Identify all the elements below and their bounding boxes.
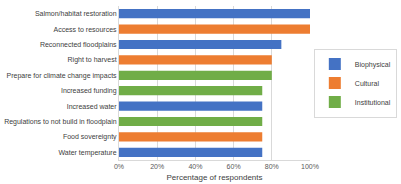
- svg-text:Increased water: Increased water: [67, 103, 117, 110]
- svg-text:100%: 100%: [301, 163, 319, 170]
- svg-text:80%: 80%: [265, 163, 279, 170]
- svg-text:Reconnected floodplains: Reconnected floodplains: [40, 41, 117, 49]
- svg-text:Regulations to not build in fl: Regulations to not build in floodplain: [4, 118, 117, 126]
- svg-text:Institutional: Institutional: [355, 99, 391, 106]
- svg-text:Percentage of respondents: Percentage of respondents: [166, 173, 262, 182]
- svg-text:Salmon/habitat restoration: Salmon/habitat restoration: [35, 10, 117, 17]
- svg-text:Cultural: Cultural: [355, 80, 380, 87]
- svg-text:60%: 60%: [227, 163, 241, 170]
- svg-text:Right to harvest: Right to harvest: [68, 56, 117, 64]
- svg-text:Biophysical: Biophysical: [355, 61, 391, 69]
- svg-text:20%: 20%: [150, 163, 164, 170]
- svg-text:Food sovereignty: Food sovereignty: [63, 133, 117, 141]
- svg-text:0%: 0%: [114, 163, 124, 170]
- svg-text:Access to resources: Access to resources: [54, 26, 118, 33]
- svg-text:Water temperature: Water temperature: [58, 149, 116, 157]
- svg-text:Prepare for climate change imp: Prepare for climate change impacts: [6, 72, 117, 80]
- svg-text:40%: 40%: [188, 163, 202, 170]
- svg-text:Increased funding: Increased funding: [61, 87, 117, 95]
